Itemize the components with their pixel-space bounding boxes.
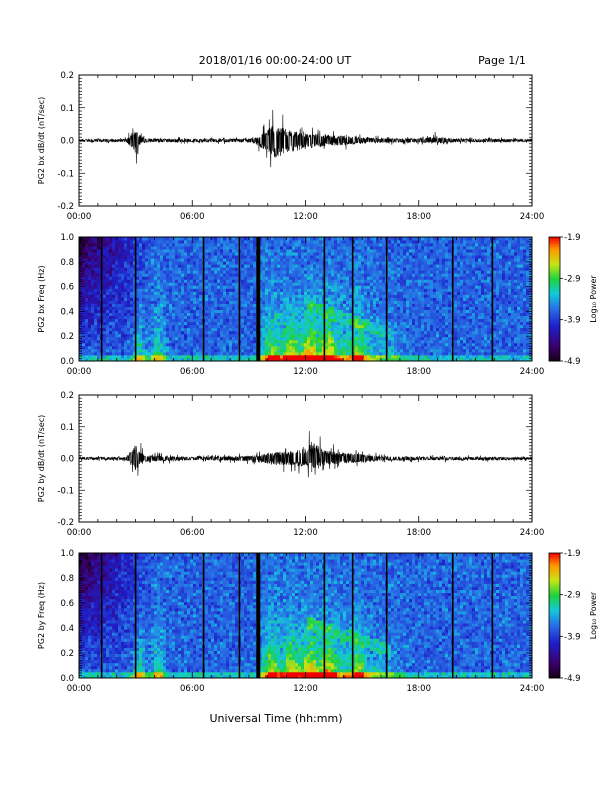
- colorbar-tick-label: -2.9: [564, 274, 581, 284]
- y-tick-label: 0.2: [60, 332, 74, 342]
- data-gap-line: [351, 237, 354, 361]
- data-gap-line: [256, 553, 261, 678]
- panel-bx-dbdt: 0.2 0.1 0.0 -0.1 -0.200:00 06:00 12:00 18:00 24:…: [37, 71, 544, 222]
- panel-by-spectrogram: 1.0 0.8 0.6 0.4 0.2 0.000:00 06:00 12:00 18:00 24…: [37, 549, 598, 694]
- waveform-trace: [78, 109, 533, 168]
- by-colorbar-label: Log₁₀ Power: [589, 591, 598, 639]
- y-tick-label: 0.0: [60, 137, 74, 147]
- y-tick-label: 0.0: [60, 455, 74, 465]
- x-tick-label: 06:00: [180, 684, 205, 694]
- by-spec-ylabel: PG2 by Freq (Hz): [37, 582, 46, 649]
- data-gap-line: [100, 237, 103, 361]
- data-gap-line: [238, 553, 241, 678]
- y-tick-label: 0.2: [60, 391, 74, 401]
- data-gap-line: [100, 553, 103, 678]
- x-tick-label: 06:00: [180, 367, 205, 377]
- x-tick-label: 18:00: [407, 528, 432, 538]
- x-tick-label: 24:00: [520, 367, 545, 377]
- y-tick-label: 1.0: [60, 549, 74, 559]
- by-dbdt-waveform: [78, 431, 533, 478]
- waveform-trace: [78, 431, 533, 478]
- bx-dbdt-waveform: [78, 109, 533, 168]
- y-tick-label: 0.2: [60, 649, 74, 659]
- page-indicator: Page 1/1: [478, 54, 526, 67]
- colorbar-tick-label: -4.9: [564, 357, 581, 367]
- data-gap-line: [451, 237, 454, 361]
- x-tick-label: 12:00: [293, 367, 318, 377]
- data-gap-line: [134, 237, 137, 361]
- y-tick-label: -0.2: [57, 202, 74, 212]
- colorbar-tick-label: -4.9: [564, 674, 581, 684]
- colorbar-tick-label: -1.9: [564, 233, 581, 243]
- y-tick-label: 0.4: [60, 307, 74, 317]
- data-gap-line: [451, 553, 454, 678]
- data-gap-line: [238, 237, 241, 361]
- data-gap-line: [385, 237, 388, 361]
- bx-spec-ylabel: PG2 bx Freq (Hz): [37, 265, 46, 332]
- x-tick-label: 12:00: [293, 212, 318, 222]
- y-tick-label: 0.4: [60, 624, 74, 634]
- data-gap-line: [134, 553, 137, 678]
- x-axis-title: Universal Time (hh:mm): [210, 712, 343, 725]
- data-gap-line: [202, 553, 205, 678]
- y-tick-label: 0.2: [60, 71, 74, 81]
- x-tick-label: 12:00: [293, 684, 318, 694]
- x-tick-label: 24:00: [520, 684, 545, 694]
- x-tick-label: 00:00: [67, 684, 92, 694]
- data-gap-line: [491, 553, 494, 678]
- data-gap-line: [385, 553, 388, 678]
- bx-spectrogram-image: [79, 237, 533, 362]
- x-tick-label: 18:00: [407, 367, 432, 377]
- data-gap-line: [491, 237, 494, 361]
- by-colorbar: -1.9 -2.9 -3.9 -4.9: [548, 549, 581, 684]
- by-spectrogram-image: [79, 553, 533, 679]
- data-gap-line: [256, 237, 261, 361]
- y-tick-label: 0.1: [60, 423, 74, 433]
- y-tick-label: 0.0: [60, 357, 74, 367]
- colorbar-tick-label: -3.9: [564, 632, 581, 642]
- x-tick-label: 00:00: [67, 528, 92, 538]
- y-tick-label: 0.6: [60, 283, 74, 293]
- y-tick-label: 0.8: [60, 574, 74, 584]
- x-tick-label: 18:00: [407, 684, 432, 694]
- y-tick-label: 0.8: [60, 258, 74, 268]
- y-tick-label: -0.1: [57, 169, 74, 179]
- colorbar-tick-label: -3.9: [564, 316, 581, 326]
- x-tick-label: 00:00: [67, 212, 92, 222]
- bx-dbdt-ylabel: PG2 bx dB/dt (nT/sec): [37, 97, 46, 184]
- by-dbdt-ylabel: PG2 by dB/dt (nT/sec): [37, 415, 46, 502]
- bx-colorbar-label: Log₁₀ Power: [589, 275, 598, 323]
- panel-bx-spectrogram: 1.0 0.8 0.6 0.4 0.2 0.000:00 06:00 12:00 18:00 24…: [37, 233, 598, 377]
- panel-by-dbdt: 0.2 0.1 0.0 -0.1 -0.200:00 06:00 12:00 18:00 24:…: [37, 391, 544, 538]
- x-tick-label: 24:00: [520, 212, 545, 222]
- data-gap-line: [323, 237, 326, 361]
- colorbar-tick-label: -2.9: [564, 591, 581, 601]
- data-gap-line: [323, 553, 326, 678]
- data-gap-line: [351, 553, 354, 678]
- x-tick-label: 18:00: [407, 212, 432, 222]
- y-tick-label: 1.0: [60, 233, 74, 243]
- colorbar-tick-label: -1.9: [564, 549, 581, 559]
- y-tick-label: -0.1: [57, 486, 74, 496]
- y-tick-label: 0.6: [60, 599, 74, 609]
- bx-colorbar: -1.9 -2.9 -3.9 -4.9: [548, 233, 581, 367]
- y-tick-label: -0.2: [57, 518, 74, 528]
- x-tick-label: 06:00: [180, 212, 205, 222]
- y-tick-label: 0.1: [60, 104, 74, 114]
- plot-title: 2018/01/16 00:00-24:00 UT: [199, 54, 352, 67]
- y-tick-label: 0.0: [60, 674, 74, 684]
- x-tick-label: 24:00: [520, 528, 545, 538]
- x-tick-label: 06:00: [180, 528, 205, 538]
- x-tick-label: 12:00: [293, 528, 318, 538]
- x-tick-label: 00:00: [67, 367, 92, 377]
- data-gap-line: [202, 237, 205, 361]
